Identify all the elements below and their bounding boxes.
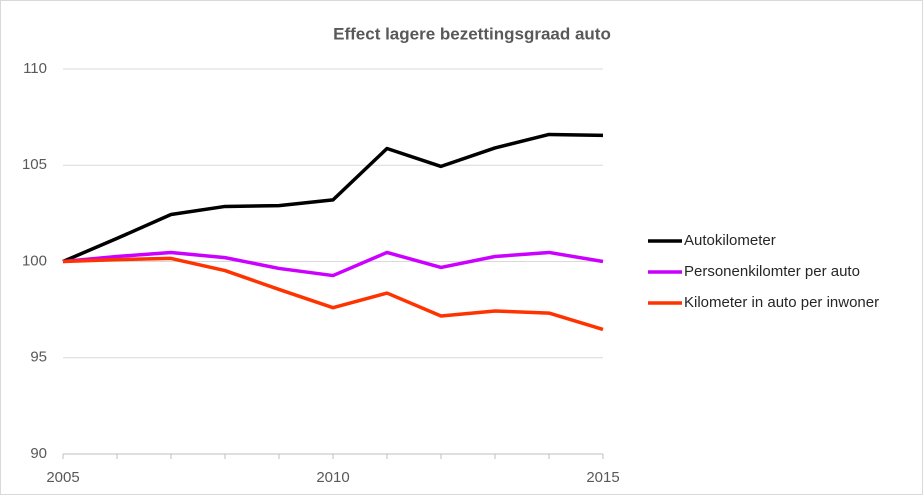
y-tick-label: 105	[22, 156, 47, 173]
series-line	[62, 132, 604, 264]
legend-label: Personenkilomter per auto	[684, 263, 860, 280]
y-tick-label: 90	[30, 445, 47, 462]
x-tick-label: 2010	[316, 469, 349, 486]
series-line	[62, 250, 604, 278]
y-tick-label: 110	[23, 60, 47, 77]
chart-title: Effect lagere bezettingsgraad auto	[333, 24, 611, 43]
x-tick-label: 2015	[586, 469, 619, 486]
y-tick-label: 95	[30, 349, 47, 366]
y-tick-label: 100	[22, 252, 47, 269]
legend-label: Autokilometer	[684, 232, 776, 249]
legend-label: Kilometer in auto per inwoner	[684, 294, 879, 311]
series-line	[62, 256, 604, 332]
x-tick-label: 2005	[46, 469, 79, 486]
